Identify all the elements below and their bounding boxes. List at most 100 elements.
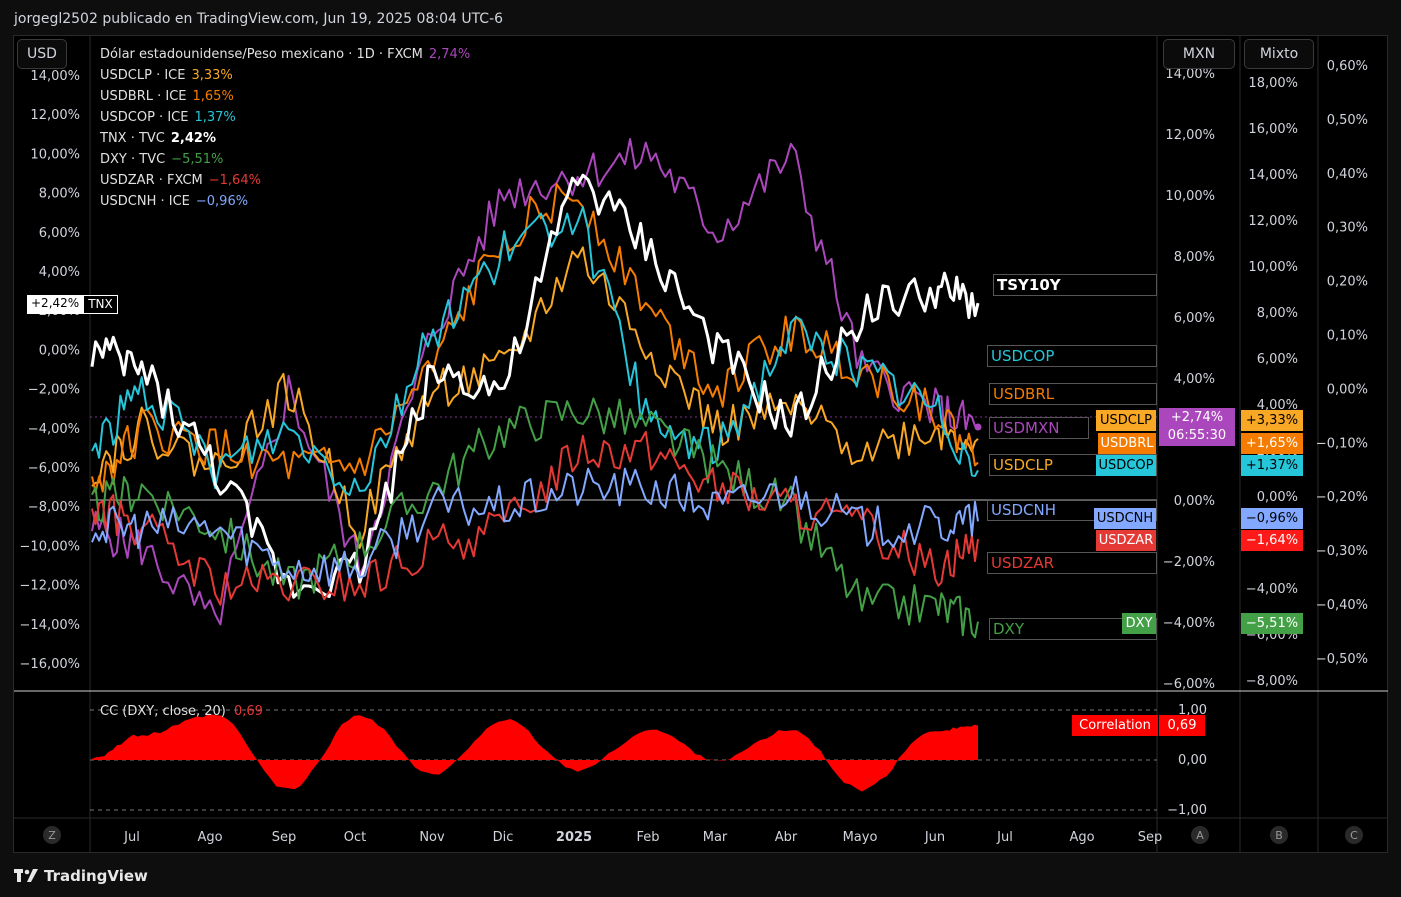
mixto-value-dxy: −5,51% bbox=[1241, 613, 1303, 634]
axis-circle-z[interactable]: Z bbox=[43, 826, 61, 844]
legend-name: USDCOP · ICE bbox=[100, 110, 189, 125]
left-axis-tick: −14,00% bbox=[20, 618, 80, 633]
correlation-label: Correlation bbox=[1072, 715, 1158, 736]
indicator-name: CC (DXY, close, 20) bbox=[100, 704, 226, 719]
scale-button-mixto[interactable]: Mixto bbox=[1244, 39, 1314, 69]
footer-bar: TradingView bbox=[0, 856, 1401, 897]
legend-value: −1,64% bbox=[208, 173, 261, 188]
series-line-tnx[interactable] bbox=[90, 173, 980, 599]
x-axis-tick: Oct bbox=[344, 830, 366, 845]
mxn-axis-tick: 6,00% bbox=[1174, 311, 1215, 326]
left-axis-tick: 8,00% bbox=[39, 187, 80, 202]
price-box-zar: USDZAR bbox=[1096, 530, 1156, 551]
left-axis-tick: −8,00% bbox=[28, 500, 80, 515]
correlation-value: 0,69 bbox=[1159, 715, 1205, 736]
mixto-value-cnh: −0,96% bbox=[1241, 508, 1303, 529]
mixto-value-zar: −1,64% bbox=[1241, 530, 1303, 551]
legend-row-brl[interactable]: USDBRL · ICE 1,65% bbox=[100, 86, 470, 107]
left-axis-tick: 0,00% bbox=[39, 343, 80, 358]
legend-value: 3,33% bbox=[191, 68, 233, 83]
x-axis-tick: Dic bbox=[493, 830, 514, 845]
top-bar: jorgegl2502 publicado en TradingView.com… bbox=[0, 0, 1401, 38]
left-axis-tick: 12,00% bbox=[30, 108, 80, 123]
mixto-axis-tick: −4,00% bbox=[1246, 582, 1298, 597]
mxn-axis-tick: −4,00% bbox=[1163, 616, 1215, 631]
mixto-axis-tick: 10,00% bbox=[1248, 260, 1298, 275]
legend-row-tnx[interactable]: TNX · TVC 2,42% bbox=[100, 128, 470, 149]
legend-row-cop[interactable]: USDCOP · ICE 1,37% bbox=[100, 107, 470, 128]
far-right-axis-tick: 0,30% bbox=[1327, 221, 1368, 236]
legend-row-mxn[interactable]: Dólar estadounidense/Peso mexicano · 1D … bbox=[100, 44, 470, 65]
left-axis-tick: 6,00% bbox=[39, 226, 80, 241]
legend-value: −0,96% bbox=[195, 194, 249, 209]
legend-row-dxy[interactable]: DXY · TVC −5,51% bbox=[100, 149, 470, 170]
mxn-axis-tick: −6,00% bbox=[1163, 677, 1215, 692]
left-axis-tick: −6,00% bbox=[28, 461, 80, 476]
left-axis-tick: −12,00% bbox=[20, 579, 80, 594]
legend-name: USDBRL · ICE bbox=[100, 89, 187, 104]
x-axis-tick: Ago bbox=[197, 830, 222, 845]
far-right-axis-tick: 0,60% bbox=[1327, 59, 1368, 74]
left-axis-tick: −10,00% bbox=[20, 539, 80, 554]
indicator-value: 0,69 bbox=[233, 704, 263, 719]
x-axis-tick: Jun bbox=[924, 830, 945, 845]
mxn-axis-tick: 14,00% bbox=[1165, 67, 1215, 82]
indicator-title[interactable]: CC (DXY, close, 20) 0,69 bbox=[100, 704, 263, 719]
mxn-last-point bbox=[974, 423, 982, 431]
left-axis-tick: −4,00% bbox=[28, 422, 80, 437]
left-axis-tick: 14,00% bbox=[30, 69, 80, 84]
scale-button-mxn[interactable]: MXN bbox=[1163, 39, 1235, 69]
mixto-axis-tick: 14,00% bbox=[1248, 168, 1298, 183]
x-axis-tick: Ago bbox=[1069, 830, 1094, 845]
scale-button-usd[interactable]: USD bbox=[17, 39, 67, 69]
far-right-axis-tick: −0,10% bbox=[1316, 436, 1368, 451]
far-right-axis-tick: 0,40% bbox=[1327, 167, 1368, 182]
brand-name: TradingView bbox=[44, 867, 148, 885]
tradingview-logo-icon bbox=[14, 869, 38, 882]
far-right-axis-tick: −0,30% bbox=[1316, 544, 1368, 559]
name-tag-usdzar: USDZAR bbox=[987, 552, 1157, 574]
legend-row-zar[interactable]: USDZAR · FXCM −1,64% bbox=[100, 170, 470, 191]
tnx-left-name: TNX bbox=[83, 295, 118, 314]
x-axis-tick: Jul bbox=[996, 830, 1013, 845]
x-axis-tick: Nov bbox=[419, 830, 445, 845]
far-right-axis-tick: 0,10% bbox=[1327, 329, 1368, 344]
price-box-dxy: DXY bbox=[1122, 613, 1156, 634]
legend-value: −5,51% bbox=[171, 152, 224, 167]
corr-axis-tick: 1,00 bbox=[1178, 703, 1207, 718]
mxn-axis-tick: 10,00% bbox=[1165, 189, 1215, 204]
mixto-value-cop: +1,37% bbox=[1241, 455, 1303, 476]
name-tag-dxy: DXY bbox=[989, 618, 1157, 640]
publisher-line: jorgegl2502 publicado en TradingView.com… bbox=[14, 11, 504, 27]
x-axis-tick: Sep bbox=[1138, 830, 1163, 845]
x-axis-tick: Abr bbox=[775, 830, 798, 845]
series-line-usdbrl[interactable] bbox=[91, 183, 979, 493]
far-right-axis-tick: 0,50% bbox=[1327, 113, 1368, 128]
correlation-group bbox=[92, 713, 978, 792]
series-line-usdcop[interactable] bbox=[91, 206, 979, 497]
legend-row-cnh[interactable]: USDCNH · ICE −0,96% bbox=[100, 191, 470, 212]
x-axis-tick: Sep bbox=[272, 830, 297, 845]
axis-circle-c[interactable]: C bbox=[1345, 826, 1363, 844]
price-box-brl: USDBRL bbox=[1098, 433, 1156, 454]
name-tag-usdcop: USDCOP bbox=[987, 345, 1157, 367]
tradingview-logo[interactable]: TradingView bbox=[14, 867, 148, 885]
legend-row-clp[interactable]: USDCLP · ICE 3,33% bbox=[100, 65, 470, 86]
mixto-axis-tick: 8,00% bbox=[1257, 306, 1298, 321]
axis-circle-b[interactable]: B bbox=[1270, 826, 1288, 844]
far-right-axis-tick: 0,00% bbox=[1327, 382, 1368, 397]
series-line-usdzar[interactable] bbox=[91, 430, 979, 606]
legend-name: USDZAR · FXCM bbox=[100, 173, 203, 188]
mxn-axis-tick: −2,00% bbox=[1163, 555, 1215, 570]
correlation-area bbox=[92, 713, 978, 792]
series-line-usdclp[interactable] bbox=[91, 246, 979, 549]
legend-name: Dólar estadounidense/Peso mexicano · 1D … bbox=[100, 47, 423, 62]
far-right-axis-tick: −0,50% bbox=[1316, 652, 1368, 667]
axis-circle-a[interactable]: A bbox=[1191, 826, 1209, 844]
mxn-axis-tick: 12,00% bbox=[1165, 128, 1215, 143]
legend-value: 1,37% bbox=[194, 110, 236, 125]
series-line-dxy[interactable] bbox=[91, 397, 979, 639]
x-axis-tick: Mayo bbox=[843, 830, 878, 845]
series-line-usdcnh[interactable] bbox=[91, 467, 979, 587]
